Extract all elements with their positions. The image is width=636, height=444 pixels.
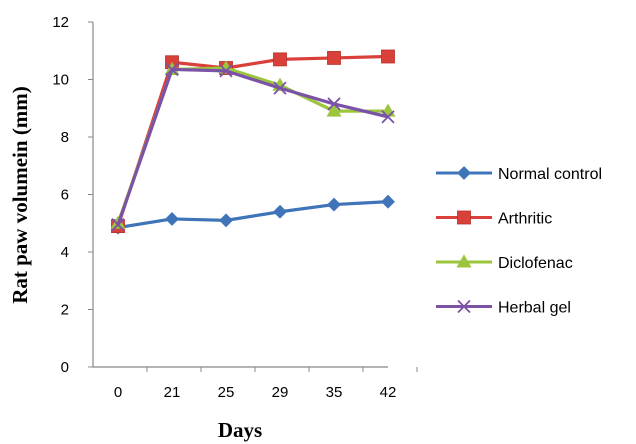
y-axis-title: Rat paw volumein (mm) <box>8 86 32 304</box>
legend-marker <box>457 210 471 225</box>
data-point <box>327 197 341 212</box>
series-line <box>116 66 388 224</box>
data-point <box>327 97 341 111</box>
y-tick-label: 6 <box>61 187 69 204</box>
series-layer <box>110 49 396 235</box>
y-tick-label: 12 <box>52 14 69 31</box>
y-tick-label: 0 <box>61 359 69 376</box>
y-tick-label: 4 <box>61 244 69 261</box>
data-point <box>219 64 233 78</box>
x-tick-label: 21 <box>164 384 181 401</box>
legend-item: Normal control <box>436 166 602 183</box>
y-tick-label: 8 <box>61 129 69 146</box>
data-point <box>326 103 342 117</box>
y-axis-ticks: 0 2 4 6 8 10 12 <box>52 14 93 376</box>
legend-item: Arthritic <box>436 211 552 228</box>
legend-marker <box>457 166 471 180</box>
y-tick-label: 2 <box>61 302 69 319</box>
legend-label: Normal control <box>498 166 602 183</box>
legend-label: Diclofenac <box>498 255 573 272</box>
legend-item: Diclofenac <box>436 254 573 272</box>
legend-label: Herbal gel <box>498 300 571 317</box>
data-point <box>273 81 287 95</box>
series-line <box>116 54 389 227</box>
x-tick-label: 29 <box>272 384 289 401</box>
data-point <box>381 110 395 124</box>
series-line <box>116 67 389 226</box>
x-axis-title: Days <box>218 418 262 442</box>
legend-marker <box>457 299 471 314</box>
x-tick-label: 35 <box>326 384 343 401</box>
legend-marker <box>456 254 472 268</box>
data-point <box>381 49 395 64</box>
x-axis-ticks: 0 21 25 29 35 42 <box>114 367 418 401</box>
legend-label: Arthritic <box>498 211 552 228</box>
x-tick-label: 42 <box>380 384 397 401</box>
y-tick-label: 10 <box>52 72 69 89</box>
data-point <box>273 52 287 67</box>
series-normal-control <box>111 194 395 235</box>
data-point <box>327 51 341 65</box>
data-point <box>273 204 287 219</box>
data-point <box>165 212 179 226</box>
legend: Normal control Arthritic Diclofenac Herbal … <box>436 166 602 317</box>
data-point <box>111 218 125 232</box>
data-point <box>219 213 233 228</box>
data-point <box>165 62 179 77</box>
series-herbal-gel <box>111 62 395 232</box>
x-tick-label: 25 <box>218 384 235 401</box>
legend-item: Herbal gel <box>436 300 571 317</box>
series-line <box>117 200 389 230</box>
x-tick-label: 0 <box>114 384 122 401</box>
data-point <box>381 194 395 209</box>
